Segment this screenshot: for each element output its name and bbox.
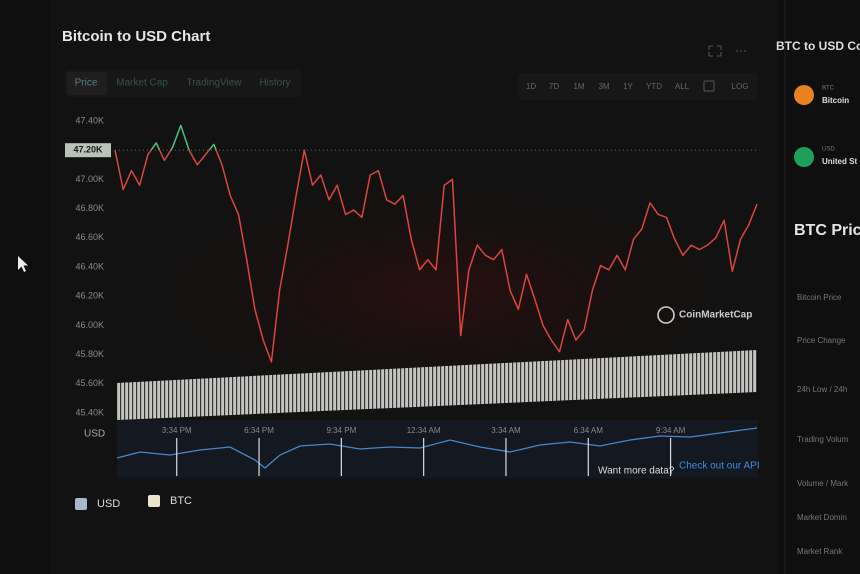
coin-name: United St <box>822 157 857 166</box>
navigator-line <box>116 427 758 469</box>
watermark-logo <box>657 306 675 324</box>
stat-label: Bitcoin Price <box>797 293 842 302</box>
watermark: CoinMarketCap <box>657 306 752 324</box>
coin-name: Bitcoin <box>822 96 849 105</box>
range-button[interactable]: 1M <box>573 82 584 91</box>
y-tick-label: 45.80K <box>75 349 104 359</box>
watermark-text: CoinMarketCap <box>679 310 752 321</box>
x-tick-label: 9:34 AM <box>656 426 686 435</box>
api-link[interactable]: Check out our API <box>679 461 760 472</box>
y-tick-label: 45.40K <box>75 407 104 417</box>
x-tick-label: 12:34 AM <box>407 426 441 435</box>
line-below <box>114 150 758 363</box>
sidebar-title: BTC to USD Co <box>776 39 860 53</box>
y-tick-label: 46.40K <box>75 261 104 271</box>
y-tick-label: 46.60K <box>75 232 104 242</box>
usd-icon <box>794 147 814 167</box>
active-tab <box>67 72 107 95</box>
stat-label: 24h Low / 24h <box>797 385 847 394</box>
coin-symbol: USD <box>822 147 835 153</box>
range-button[interactable]: ALL <box>675 82 690 91</box>
x-tick-label: 6:34 AM <box>574 426 604 435</box>
panel-icons <box>708 45 748 57</box>
chart-title: Bitcoin to USD Chart <box>62 28 210 45</box>
legend-swatch <box>148 495 160 507</box>
sidebar-heading: BTC Pric <box>794 222 860 239</box>
x-tick-label: 9:34 PM <box>326 426 356 435</box>
navigator-label: USD <box>84 429 105 440</box>
stat-label: Market Rank <box>797 547 843 556</box>
range-button[interactable]: 3M <box>598 82 609 91</box>
range-button[interactable]: YTD <box>646 82 662 91</box>
tab[interactable]: History <box>259 78 290 89</box>
btc-icon <box>794 85 814 105</box>
chart-glow <box>130 150 750 390</box>
y-tick-label: 47.40K <box>75 115 104 125</box>
y-tick-label: 47.00K <box>75 174 104 184</box>
reference-badge <box>65 143 111 158</box>
range-button[interactable]: 1Y <box>623 82 633 91</box>
reference-label: 47.20K <box>73 145 103 155</box>
range-button[interactable]: 1D <box>526 82 536 91</box>
stat-label: Trading Volum <box>797 435 849 444</box>
y-tick-label: 45.60K <box>75 378 104 388</box>
x-tick-label: 6:34 PM <box>244 426 274 435</box>
stat-label: Market Domin <box>797 513 847 522</box>
tab[interactable]: TradingView <box>186 78 242 89</box>
range-button[interactable]: LOG <box>732 82 749 91</box>
tab[interactable]: Market Cap <box>116 78 168 89</box>
legend-swatch <box>75 498 87 510</box>
y-tick-label: 46.20K <box>75 291 104 301</box>
tab[interactable]: Price <box>75 78 98 89</box>
coin-symbol: BTC <box>822 86 835 92</box>
y-tick-label: 46.80K <box>75 203 104 213</box>
x-tick-label: 3:34 AM <box>491 426 521 435</box>
footer-prompt: Want more data? <box>598 466 675 477</box>
legend-label: BTC <box>170 495 192 507</box>
range-bar <box>518 73 758 100</box>
calendar-icon[interactable] <box>703 80 715 92</box>
mouse-cursor <box>18 256 28 272</box>
range-button[interactable]: 7D <box>549 82 559 91</box>
expand-icon[interactable] <box>708 45 722 57</box>
tab-bar <box>65 70 301 97</box>
stat-label: Volume / Mark <box>797 479 849 488</box>
y-tick-label: 46.00K <box>75 320 104 330</box>
stat-label: Price Change <box>797 336 846 345</box>
x-tick-label: 3:34 PM <box>162 426 192 435</box>
legend-label: USD <box>97 498 120 510</box>
navigator <box>117 420 758 478</box>
volume-bars <box>117 350 757 420</box>
